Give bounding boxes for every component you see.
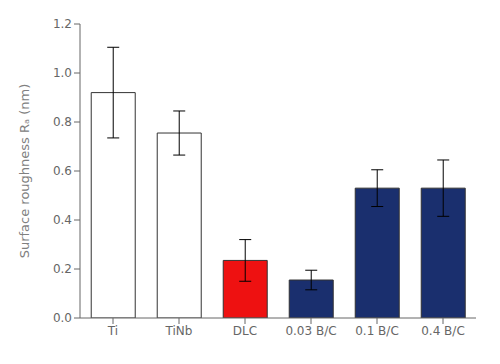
svg-text:0.1 B/C: 0.1 B/C (355, 324, 399, 338)
svg-text:0.4 B/C: 0.4 B/C (421, 324, 465, 338)
svg-text:0.0: 0.0 (53, 311, 72, 325)
svg-text:Ti: Ti (107, 324, 118, 338)
svg-text:0.8: 0.8 (53, 115, 72, 129)
svg-text:0.2: 0.2 (53, 262, 72, 276)
svg-text:0.03 B/C: 0.03 B/C (285, 324, 336, 338)
svg-text:0.6: 0.6 (53, 164, 72, 178)
svg-text:0.4: 0.4 (53, 213, 72, 227)
svg-text:Surface roughness Rₐ (nm): Surface roughness Rₐ (nm) (17, 84, 32, 259)
svg-text:DLC: DLC (233, 324, 257, 338)
svg-text:1.0: 1.0 (53, 66, 72, 80)
svg-text:TiNb: TiNb (165, 324, 193, 338)
svg-text:1.2: 1.2 (53, 17, 72, 31)
